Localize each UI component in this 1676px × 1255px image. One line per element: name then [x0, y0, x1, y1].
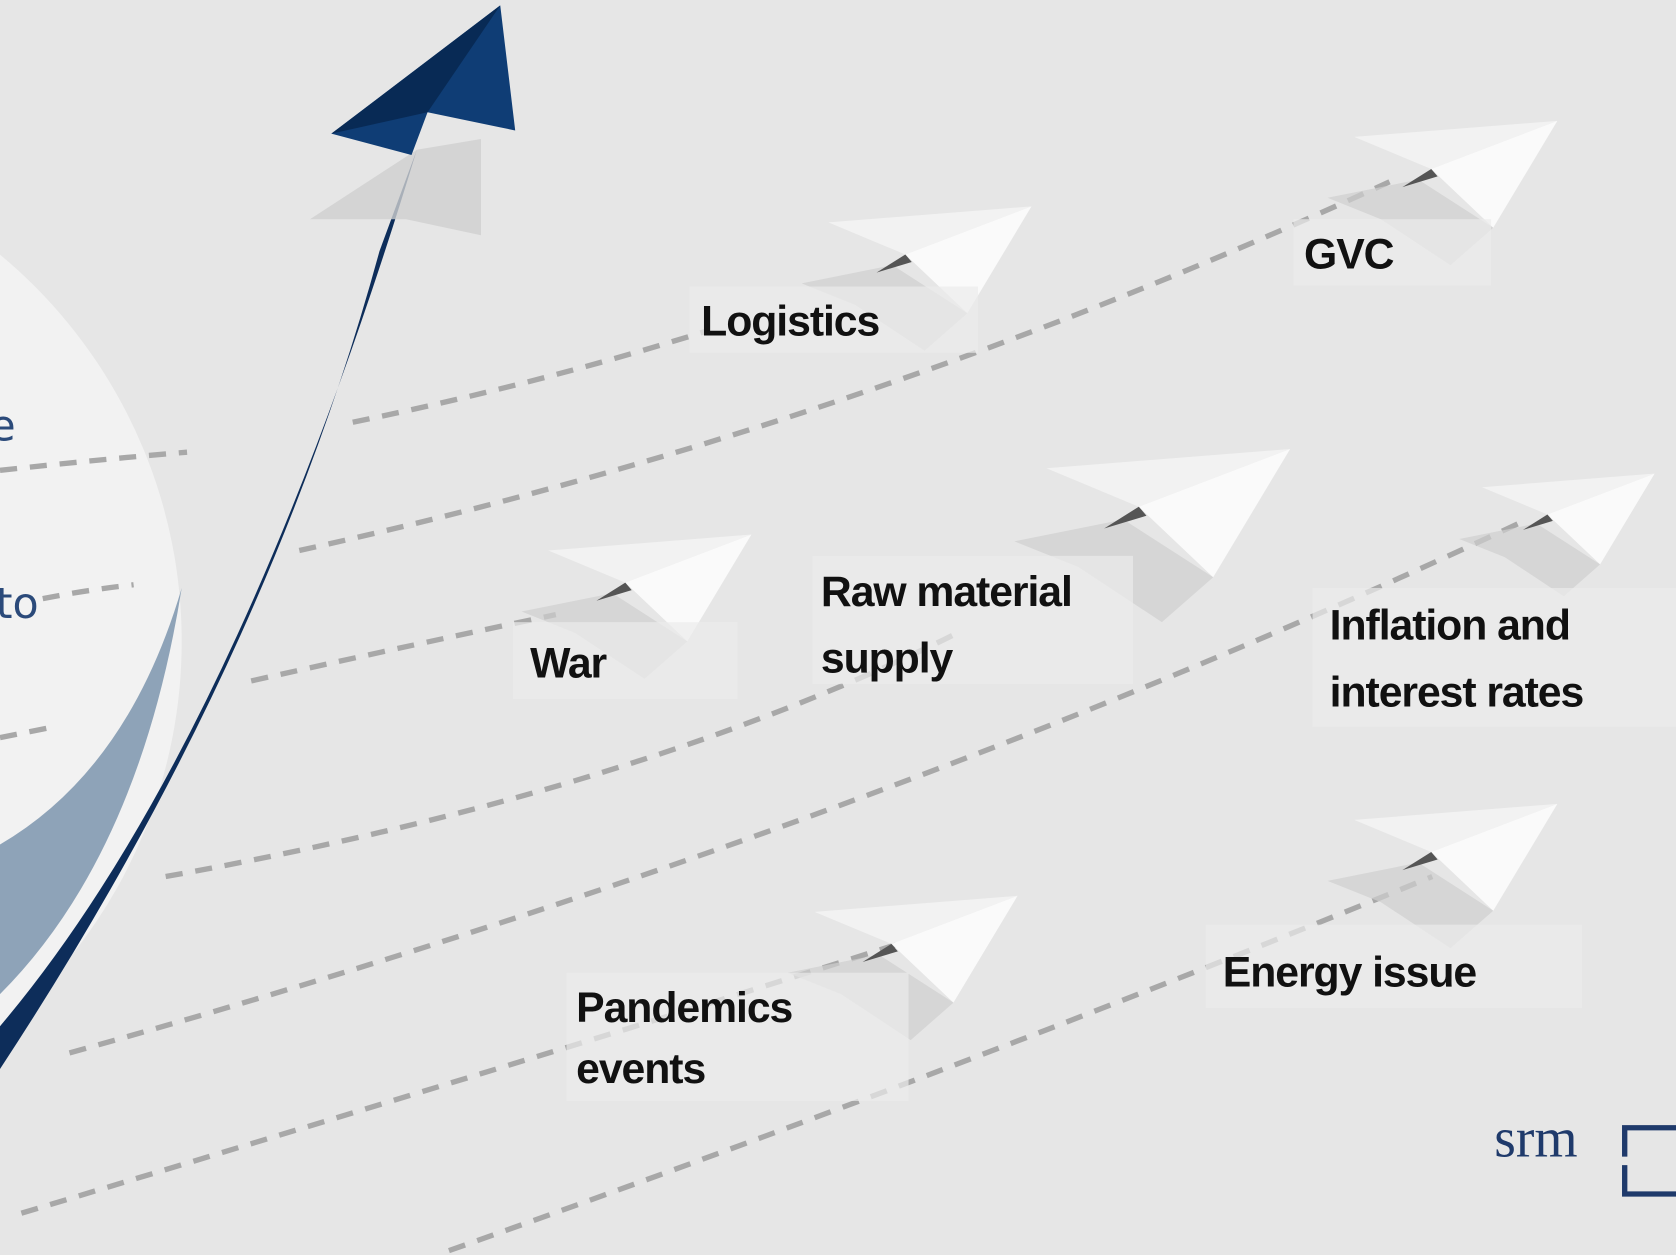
label: GVC — [1304, 230, 1394, 278]
label: Raw material — [821, 568, 1072, 616]
label: interest rates — [1330, 669, 1584, 717]
logo-text: srm — [1494, 1108, 1577, 1170]
label: Inflation and — [1330, 601, 1570, 649]
slide: e to Logistics GVC War Raw material supp… — [0, 0, 1676, 1255]
label: Pandemics — [576, 984, 792, 1032]
label: War — [530, 640, 606, 688]
text-fragment: to — [0, 579, 39, 629]
label: Energy issue — [1223, 949, 1477, 997]
page: {"fragments": ["e", "to"], "labels": { "… — [0, 0, 1676, 1255]
label: events — [576, 1045, 705, 1093]
label: Logistics — [701, 298, 879, 346]
label: supply — [821, 634, 954, 682]
text-fragment: e — [0, 401, 16, 451]
